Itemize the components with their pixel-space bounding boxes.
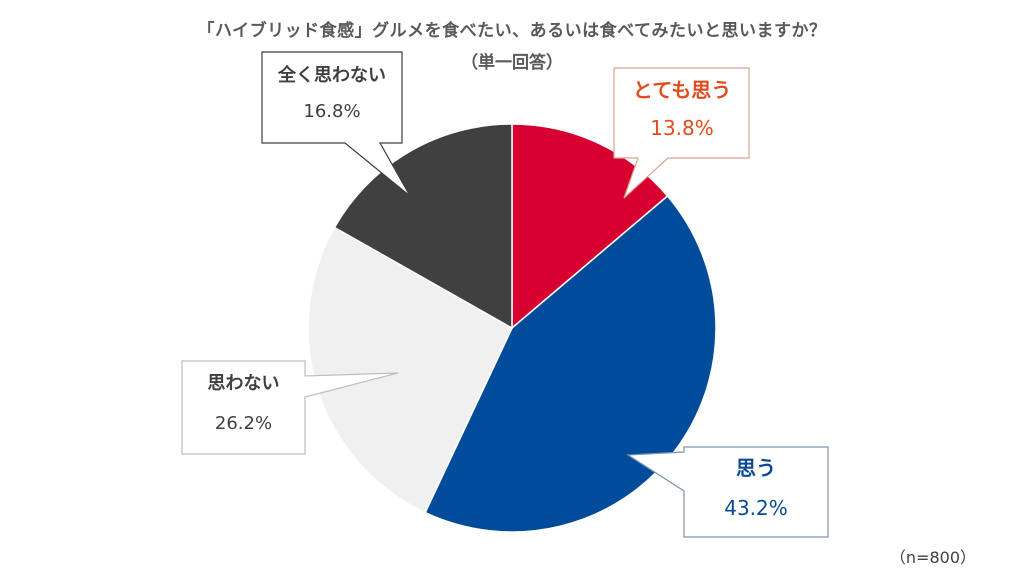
callout-disagree — [181, 360, 399, 455]
slice-strongly-agree — [511, 123, 669, 330]
label-value: 43.2% — [724, 496, 788, 520]
label-value: 13.8% — [650, 116, 714, 140]
slice-strongly-disagree — [333, 123, 513, 330]
sample-size-note: （n=800） — [889, 548, 976, 567]
label-category: 全く思わない — [278, 65, 386, 86]
pie-slices — [307, 123, 717, 533]
label-value: 26.2% — [214, 413, 273, 434]
label-disagree: 思わない 26.2% — [182, 370, 305, 438]
chart-subtitle: （単一回答） — [461, 53, 563, 73]
label-value: 16.8% — [303, 101, 361, 122]
label-strongly-disagree: 全く思わない 16.8% — [262, 62, 402, 126]
label-category: とても思う — [632, 78, 732, 102]
label-strongly-agree: とても思う 13.8% — [614, 76, 750, 142]
label-agree: 思う 43.2% — [684, 454, 828, 522]
label-category: 思わない — [207, 373, 280, 394]
callout-agree — [626, 446, 829, 538]
chart-title: 「ハイブリッド食感」グルメを食べたい、あるいは食べてみたいと思いますか？ — [197, 21, 827, 41]
label-category: 思う — [736, 456, 776, 480]
callout-strongly-agree — [613, 67, 750, 199]
callout-strongly-disagree — [261, 51, 411, 197]
